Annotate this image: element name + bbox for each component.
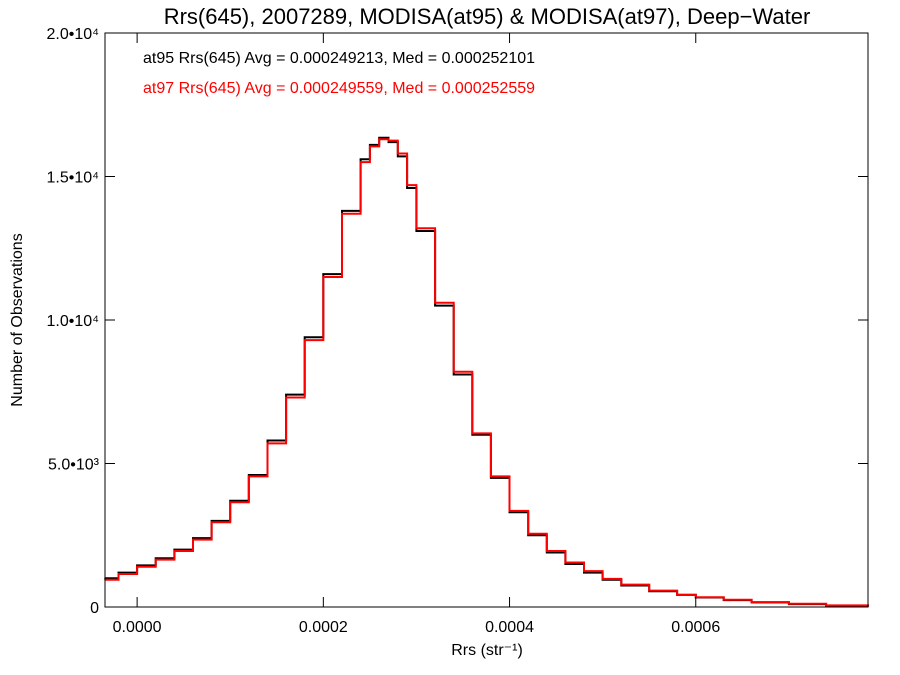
data-point-at95	[434, 304, 436, 307]
data-point-at95	[266, 439, 269, 442]
data-point-at97	[397, 152, 399, 155]
data-point-at95	[527, 534, 529, 537]
data-point-at95	[387, 141, 390, 143]
data-point-at95	[406, 187, 408, 189]
data-point-at97	[406, 184, 408, 186]
x-tick-label: 0.0002	[299, 619, 348, 636]
data-point-at95	[545, 551, 548, 554]
data-point-at97	[303, 339, 306, 341]
data-point-at97	[527, 533, 529, 535]
y-tick-label: 1.0•10⁴	[46, 313, 99, 330]
data-point-at97	[136, 566, 138, 568]
data-point-at97	[601, 578, 604, 580]
data-point-at97	[648, 589, 651, 592]
data-point-at97	[117, 573, 120, 575]
y-tick-label: 0	[90, 600, 99, 617]
data-point-at97	[788, 603, 790, 605]
y-tick-label: 2.0•10⁴	[46, 26, 99, 43]
data-point-at95	[117, 571, 120, 574]
x-tick-label: 0.0004	[485, 619, 534, 636]
x-tick-label: 0.0000	[113, 619, 162, 636]
ticks-layer: 0.0000 0.0002 0.0004 0.0006 0 5.0•10³ 1.0•10⁴ 1…	[46, 26, 868, 636]
data-point-at95	[322, 273, 325, 275]
data-point-at97	[229, 501, 232, 504]
data-point-at97	[564, 561, 567, 564]
data-point-at97	[415, 227, 418, 229]
data-point-at97	[825, 604, 827, 607]
series-1-stats: at97 Rrs(645) Avg = 0.000249559, Med = 0…	[143, 80, 535, 97]
data-point-at97	[387, 139, 390, 142]
data-point-at97	[490, 475, 492, 478]
data-point-at97	[341, 213, 343, 215]
data-point-at97	[266, 442, 269, 445]
data-point-at95	[452, 373, 455, 376]
plot-frame	[104, 32, 869, 608]
data-point-at97	[378, 138, 380, 140]
data-point-at95	[359, 158, 362, 161]
data-point-at95	[378, 136, 380, 139]
data-point-at95	[192, 537, 194, 539]
data-point-at97	[722, 599, 725, 601]
series-0-stats: at95 Rrs(645) Avg = 0.000249213, Med = 0…	[143, 50, 535, 67]
data-point-at97	[583, 570, 585, 572]
data-point-at97	[620, 583, 623, 586]
data-point-at97	[676, 593, 678, 596]
data-point-at97	[210, 521, 213, 524]
data-point-at97	[471, 432, 474, 435]
y-tick-label: 5.0•10³	[48, 457, 100, 474]
data-point-at95	[415, 230, 418, 232]
x-axis-label: Rrs (str⁻¹)	[451, 642, 523, 659]
data-point-at95	[583, 571, 585, 574]
data-point-at97	[192, 538, 194, 541]
data-point-at95	[369, 144, 371, 146]
series-line-at97	[105, 138, 869, 607]
y-tick-label: 1.5•10⁴	[46, 170, 99, 187]
data-point-at97	[322, 276, 325, 278]
data-point-at95	[341, 210, 343, 212]
data-point-at97	[248, 475, 250, 478]
data-point-at97	[750, 601, 753, 603]
data-point-at95	[285, 393, 287, 396]
data-point-at97	[434, 301, 436, 304]
chart-title: Rrs(645), 2007289, MODISA(at95) & MODISA…	[164, 4, 811, 29]
data-point-at95	[248, 474, 250, 476]
data-point-at97	[359, 161, 362, 163]
data-point-at95	[564, 563, 567, 565]
data-point-at95	[397, 155, 399, 158]
data-point-at95	[136, 564, 138, 567]
data-point-at95	[490, 477, 492, 479]
data-point-at97	[173, 550, 176, 552]
y-axis-label: Number of Observations	[9, 233, 26, 406]
data-point-at97	[369, 145, 371, 148]
x-tick-label: 0.0006	[671, 619, 720, 636]
data-point-at97	[545, 550, 548, 552]
data-point-at97	[508, 510, 511, 512]
data-point-at97	[285, 396, 287, 399]
data-point-at95	[303, 336, 306, 339]
data-point-at97	[452, 370, 455, 373]
data-point-at97	[154, 558, 157, 561]
